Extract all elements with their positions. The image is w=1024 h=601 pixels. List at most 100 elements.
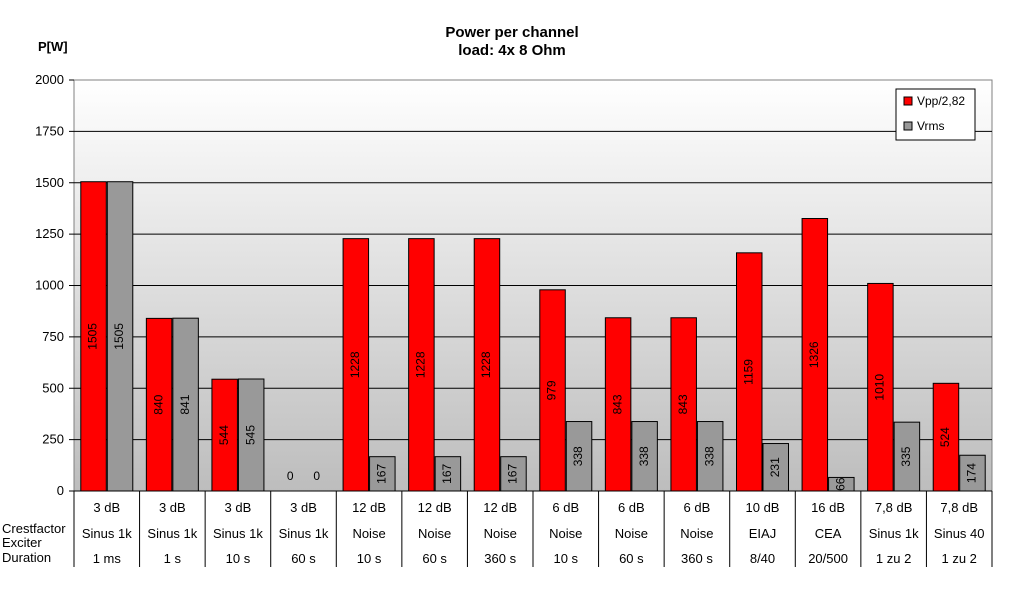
category-label: Sinus 1k [147, 526, 197, 541]
category-label: 3 dB [159, 500, 186, 515]
category-label: 10 s [226, 551, 251, 566]
chart-subtitle: load: 4x 8 Ohm [458, 42, 566, 59]
category-label: 16 dB [811, 500, 845, 515]
data-label: 1010 [873, 374, 887, 401]
bar [473, 238, 501, 492]
category-label: Sinus 1k [213, 526, 263, 541]
data-label: 1505 [112, 323, 126, 350]
data-label: 167 [506, 464, 520, 484]
category-label: 60 s [422, 551, 447, 566]
bar [237, 378, 265, 492]
data-label: 0 [287, 469, 294, 483]
category-label: 6 dB [684, 500, 711, 515]
category-label: 12 dB [483, 500, 517, 515]
bar [867, 282, 894, 492]
category-label: 60 s [619, 551, 644, 566]
category-label: 10 dB [746, 500, 780, 515]
data-label: 843 [676, 394, 690, 414]
data-label: 1228 [479, 351, 493, 378]
data-label: 841 [178, 394, 192, 414]
category-label: 8/40 [750, 551, 775, 566]
bar [500, 456, 527, 492]
category-label: 1 s [164, 551, 182, 566]
category-label: Sinus 1k [82, 526, 132, 541]
category-label: 6 dB [618, 500, 645, 515]
bar [893, 421, 921, 492]
data-label: 979 [545, 380, 559, 400]
chart-title: Power per channel [445, 24, 579, 41]
category-label: Noise [615, 526, 648, 541]
y-axis-label: P[W] [38, 39, 68, 54]
data-label: 545 [243, 425, 257, 445]
category-label: 6 dB [552, 500, 579, 515]
data-label: 338 [702, 446, 716, 466]
data-label: 1159 [741, 359, 755, 385]
data-label: 335 [899, 446, 913, 466]
category-label: Noise [549, 526, 582, 541]
bar [631, 421, 658, 492]
y-tick-label: 1500 [35, 175, 64, 190]
category-label: Sinus 1k [869, 526, 919, 541]
legend-label: Vrms [917, 119, 945, 133]
category-label: 12 dB [418, 500, 452, 515]
category-label: Sinus 40 [934, 526, 985, 541]
row-label-crestfactor: Crestfactor [2, 521, 66, 536]
y-tick-label: 1250 [35, 226, 64, 241]
data-label: 544 [217, 425, 231, 445]
category-label: 12 dB [352, 500, 386, 515]
y-tick-label: 500 [42, 380, 64, 395]
category-label: Noise [680, 526, 713, 541]
row-label-exciter: Exciter [2, 535, 42, 550]
bar [145, 317, 173, 492]
data-label: 524 [938, 427, 952, 447]
bar [696, 421, 724, 492]
category-label: 7,8 dB [940, 500, 978, 515]
bar [670, 317, 697, 492]
data-label: 174 [965, 463, 979, 483]
y-tick-label: 1000 [35, 278, 64, 293]
bar [604, 317, 632, 492]
data-label: 1228 [348, 351, 362, 378]
bar [762, 443, 789, 492]
bar [932, 382, 960, 492]
category-label: Noise [352, 526, 385, 541]
category-label: 20/500 [808, 551, 848, 566]
category-label: 1 ms [93, 551, 122, 566]
data-label: 338 [571, 446, 585, 466]
category-label: 10 s [553, 551, 578, 566]
legend-swatch [903, 96, 913, 106]
bar [565, 421, 593, 492]
bar [539, 289, 566, 492]
y-tick-label: 1750 [35, 123, 64, 138]
data-label: 231 [768, 457, 782, 477]
category-label: 7,8 dB [875, 500, 913, 515]
category-label: Noise [418, 526, 451, 541]
bar [801, 218, 829, 492]
legend-swatch [903, 121, 913, 131]
category-label: 3 dB [93, 500, 120, 515]
category-label: EIAJ [749, 526, 776, 541]
bar [434, 456, 462, 492]
category-label: 360 s [681, 551, 713, 566]
y-tick-label: 2000 [35, 72, 64, 87]
data-label: 167 [374, 464, 388, 484]
data-label: 843 [610, 394, 624, 414]
category-label: 3 dB [225, 500, 252, 515]
y-tick-label: 250 [42, 432, 64, 447]
category-label: Noise [484, 526, 517, 541]
data-label: 338 [637, 446, 651, 466]
data-label: 1505 [86, 323, 100, 350]
data-label: 840 [151, 394, 165, 414]
data-label: 66 [833, 477, 847, 491]
category-label: 60 s [291, 551, 316, 566]
category-label: 10 s [357, 551, 382, 566]
data-label: 1228 [414, 351, 428, 378]
bar [369, 456, 396, 492]
bar [172, 317, 199, 492]
data-label: 167 [440, 464, 454, 484]
legend-label: Vpp/2,82 [917, 94, 965, 108]
data-label: 1326 [807, 341, 821, 368]
category-label: 1 zu 2 [876, 551, 911, 566]
data-label: 0 [313, 469, 320, 483]
